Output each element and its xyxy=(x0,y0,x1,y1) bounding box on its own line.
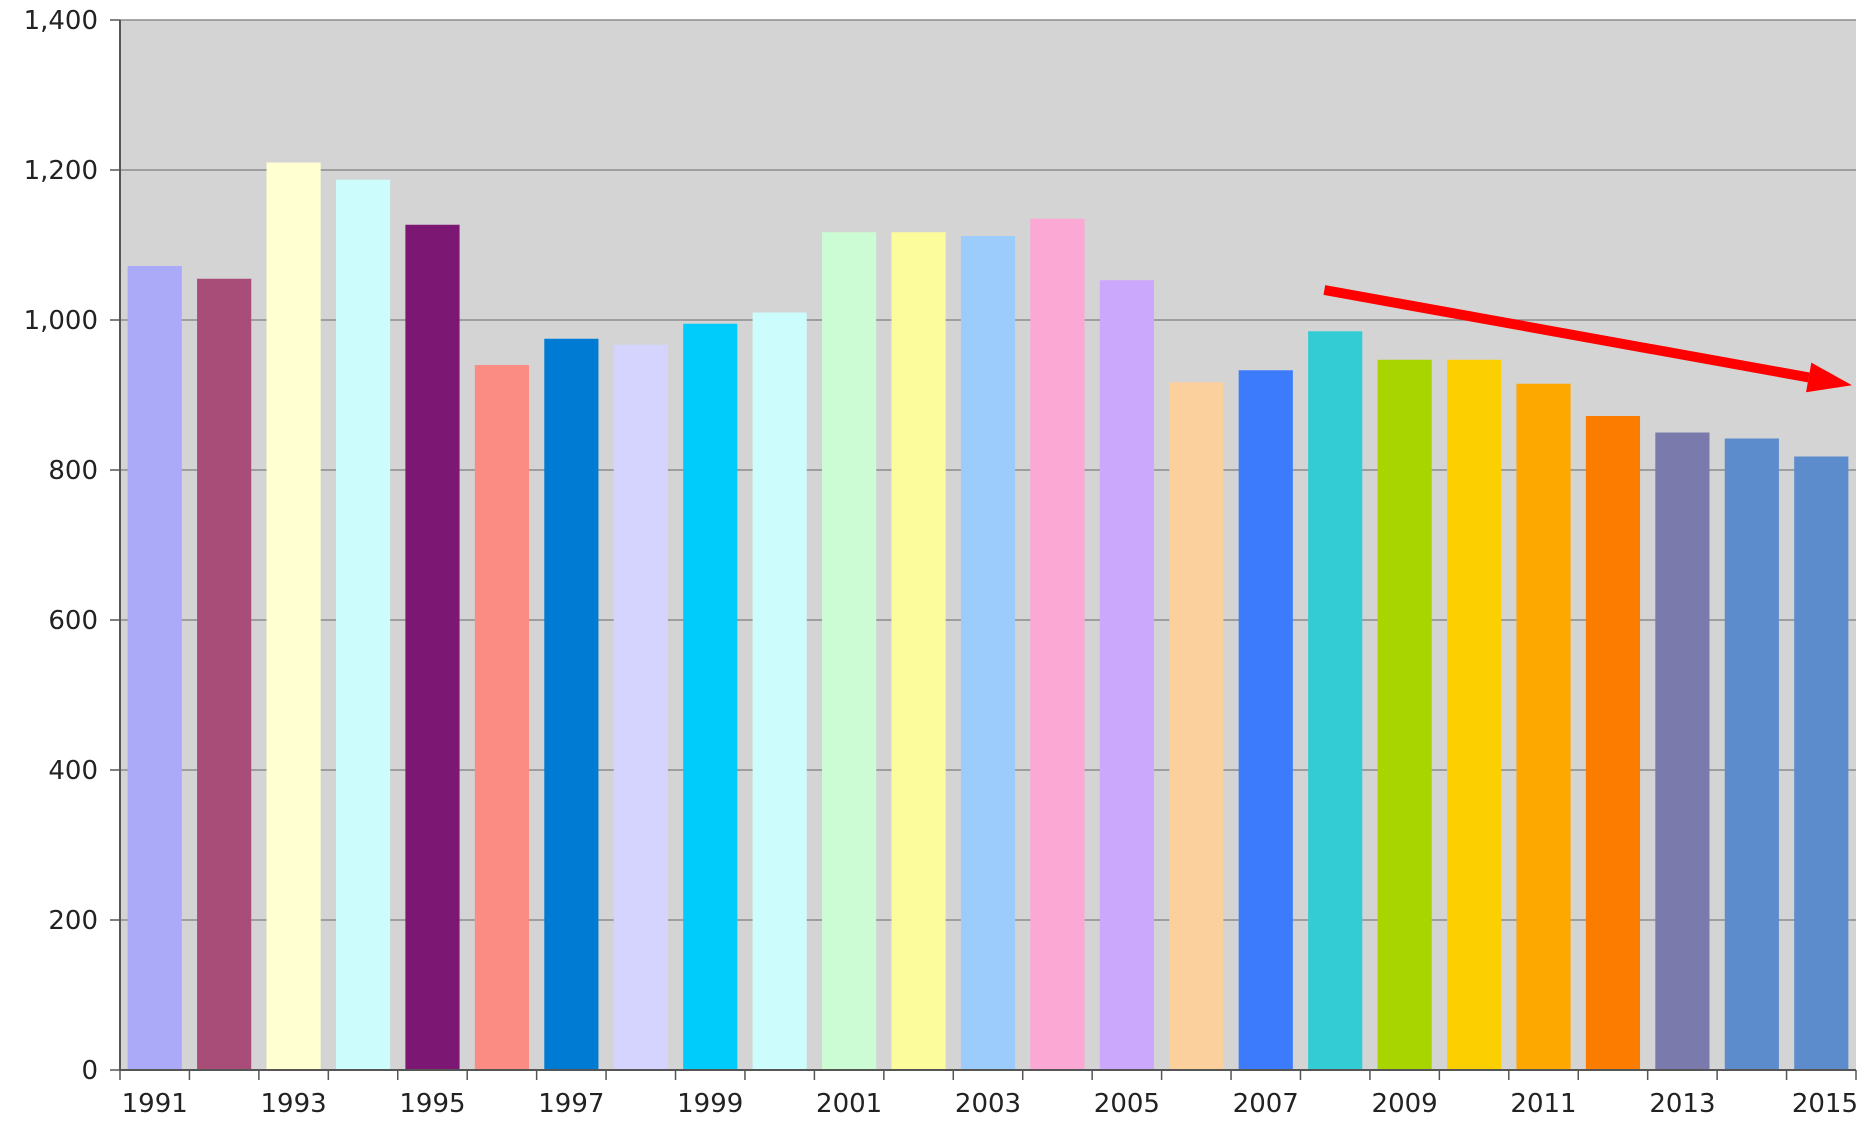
x-tick-label: 1993 xyxy=(261,1089,327,1119)
bar-2005 xyxy=(1099,280,1154,1070)
bar-2000 xyxy=(752,312,807,1070)
bar-2003 xyxy=(960,236,1016,1070)
bar-2001 xyxy=(822,232,877,1070)
x-axis-tick-labels: 1991 1993 1995 1997 1999 2001 2003 2005 2007 2009… xyxy=(122,1089,1858,1119)
bar-2011 xyxy=(1516,383,1571,1070)
bar-1993 xyxy=(266,162,321,1070)
bar-2013 xyxy=(1655,432,1710,1070)
x-tick-label: 1999 xyxy=(677,1089,743,1119)
bar-2012 xyxy=(1585,416,1641,1070)
x-tick-label: 2001 xyxy=(816,1089,882,1119)
x-tick-label: 2003 xyxy=(955,1089,1021,1119)
bar-1995 xyxy=(405,224,460,1070)
bar-2002 xyxy=(891,232,946,1070)
bar-2008 xyxy=(1308,331,1363,1070)
axes xyxy=(119,20,1857,1080)
y-tick-label: 0 xyxy=(81,1056,98,1086)
bar-1998 xyxy=(613,344,668,1070)
x-tick-label: 1995 xyxy=(399,1089,465,1119)
x-tick-label: 1997 xyxy=(538,1089,604,1119)
y-tick-label: 400 xyxy=(48,756,98,786)
bar-2015 xyxy=(1794,456,1849,1070)
x-tick-label: 2009 xyxy=(1372,1089,1438,1119)
bar-2009 xyxy=(1377,359,1432,1070)
x-tick-label: 2013 xyxy=(1649,1089,1715,1119)
bar-series xyxy=(127,162,1849,1070)
y-tick-label: 1,200 xyxy=(24,156,98,186)
y-tick-label: 600 xyxy=(48,606,98,636)
x-tick-label: 1991 xyxy=(122,1089,188,1119)
bar-1994 xyxy=(335,179,391,1070)
y-tick-label: 1,400 xyxy=(24,6,98,36)
x-tick-label: 2007 xyxy=(1233,1089,1299,1119)
x-tick-label: 2005 xyxy=(1094,1089,1160,1119)
bar-1996 xyxy=(474,365,530,1070)
trend-arrow-shaft xyxy=(1323,285,1810,383)
x-tick-label: 2015 xyxy=(1792,1089,1858,1119)
x-tick-label: 2011 xyxy=(1510,1089,1576,1119)
bar-1992 xyxy=(197,278,252,1070)
bar-1991 xyxy=(127,266,182,1070)
y-axis-tick-labels: 0 200 400 600 800 1,000 1,200 1,400 xyxy=(24,6,98,1086)
y-tick-label: 200 xyxy=(48,906,98,936)
trend-arrow-annotation xyxy=(1323,285,1852,393)
bar-2014 xyxy=(1724,438,1779,1070)
bar-1997 xyxy=(544,338,599,1070)
bar-2007 xyxy=(1238,370,1293,1070)
bar-2006 xyxy=(1169,382,1224,1070)
y-tick-label: 1,000 xyxy=(24,306,98,336)
bar-2004 xyxy=(1030,218,1085,1070)
bar-1999 xyxy=(683,323,738,1070)
bar-2010 xyxy=(1446,359,1502,1070)
trend-arrow-head xyxy=(1806,362,1852,393)
y-tick-label: 800 xyxy=(48,456,98,486)
